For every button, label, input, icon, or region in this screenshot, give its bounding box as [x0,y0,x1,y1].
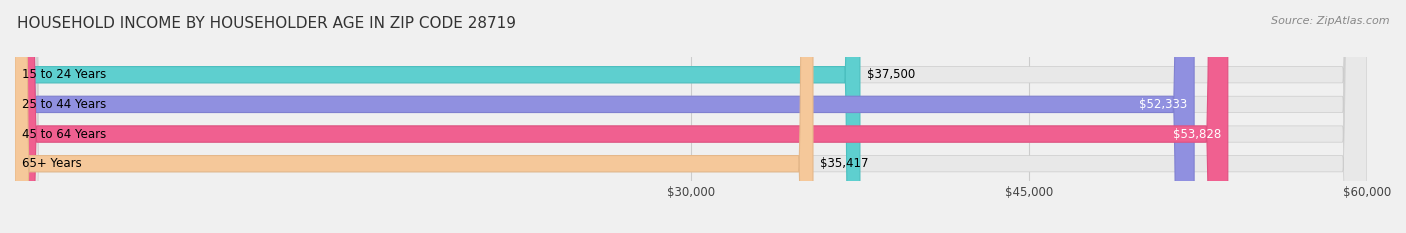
FancyBboxPatch shape [15,0,1367,233]
Text: $37,500: $37,500 [866,68,915,81]
FancyBboxPatch shape [15,0,860,233]
FancyBboxPatch shape [15,0,1367,233]
Text: 25 to 44 Years: 25 to 44 Years [21,98,105,111]
Text: 15 to 24 Years: 15 to 24 Years [21,68,105,81]
FancyBboxPatch shape [15,0,1367,233]
FancyBboxPatch shape [15,0,1367,233]
FancyBboxPatch shape [15,0,1194,233]
Text: 65+ Years: 65+ Years [21,157,82,170]
Text: $53,828: $53,828 [1173,127,1220,140]
Text: 45 to 64 Years: 45 to 64 Years [21,127,105,140]
FancyBboxPatch shape [15,0,813,233]
Text: $52,333: $52,333 [1139,98,1188,111]
Text: $35,417: $35,417 [820,157,869,170]
Text: Source: ZipAtlas.com: Source: ZipAtlas.com [1271,16,1389,26]
Text: HOUSEHOLD INCOME BY HOUSEHOLDER AGE IN ZIP CODE 28719: HOUSEHOLD INCOME BY HOUSEHOLDER AGE IN Z… [17,16,516,31]
FancyBboxPatch shape [15,0,1227,233]
